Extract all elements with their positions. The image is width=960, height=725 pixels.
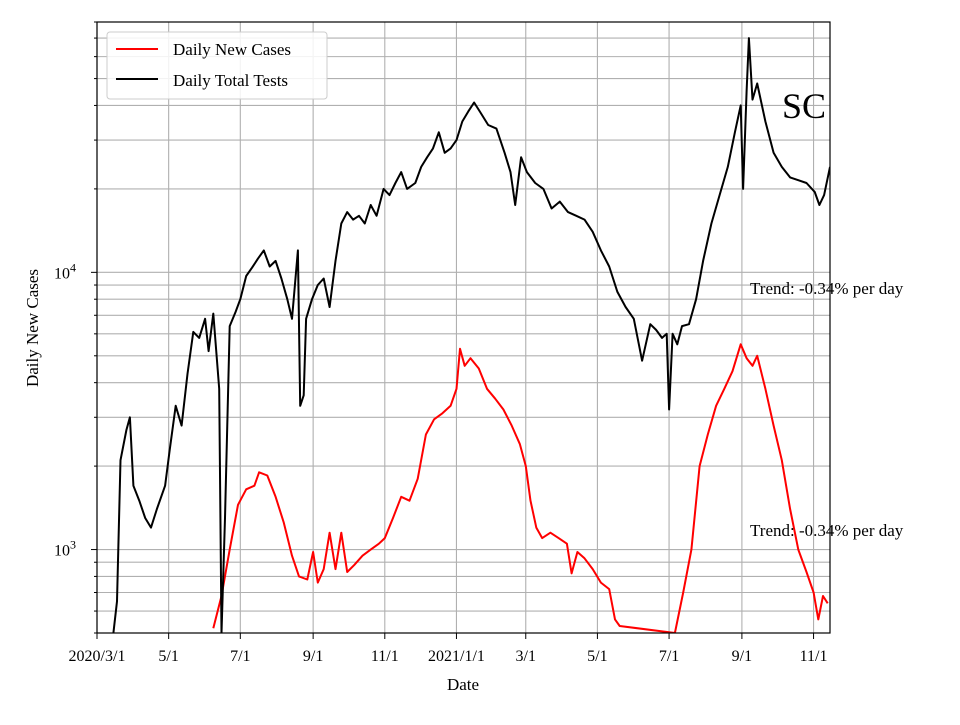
- x-tick-label: 5/1: [587, 648, 607, 665]
- y-tick-label: 104: [54, 260, 76, 282]
- x-tick-label: 11/1: [371, 648, 399, 665]
- x-tick-label: 9/1: [303, 648, 323, 665]
- x-tick-label: 7/1: [230, 648, 250, 665]
- series-line-daily-new-cases: [212, 343, 829, 633]
- y-tick-label: 103: [54, 538, 76, 560]
- trend-annotation-tests: Trend: -0.34% per day: [750, 279, 904, 298]
- x-tick-label: 3/1: [516, 648, 536, 665]
- x-tick-label: 9/1: [732, 648, 752, 665]
- x-tick-label: 2021/1/1: [428, 648, 485, 665]
- x-axis-title: Date: [447, 675, 479, 694]
- x-tick-label: 5/1: [158, 648, 178, 665]
- y-axis-ticks: 103 104: [54, 21, 97, 634]
- series-line-daily-total-tests: [112, 37, 830, 633]
- x-tick-label: 2020/3/1: [69, 648, 126, 665]
- plot-frame: [96, 21, 831, 634]
- legend-label-cases: Daily New Cases: [173, 40, 291, 59]
- x-tick-label: 7/1: [659, 648, 679, 665]
- x-axis-ticks: 2020/3/1 5/1 7/1 9/1 11/1 2021/1/1 3/1 5/1 7/1 9/…: [69, 633, 828, 665]
- y-axis-title: Daily New Cases: [23, 269, 42, 387]
- state-label: SC: [782, 86, 826, 126]
- series-layer: [112, 37, 830, 633]
- legend-box: [106, 31, 328, 100]
- trend-annotation-cases: Trend: -0.34% per day: [750, 521, 904, 540]
- x-tick-label: 11/1: [800, 648, 828, 665]
- legend-label-tests: Daily Total Tests: [173, 71, 288, 90]
- legend: Daily New Cases Daily Total Tests: [106, 31, 328, 100]
